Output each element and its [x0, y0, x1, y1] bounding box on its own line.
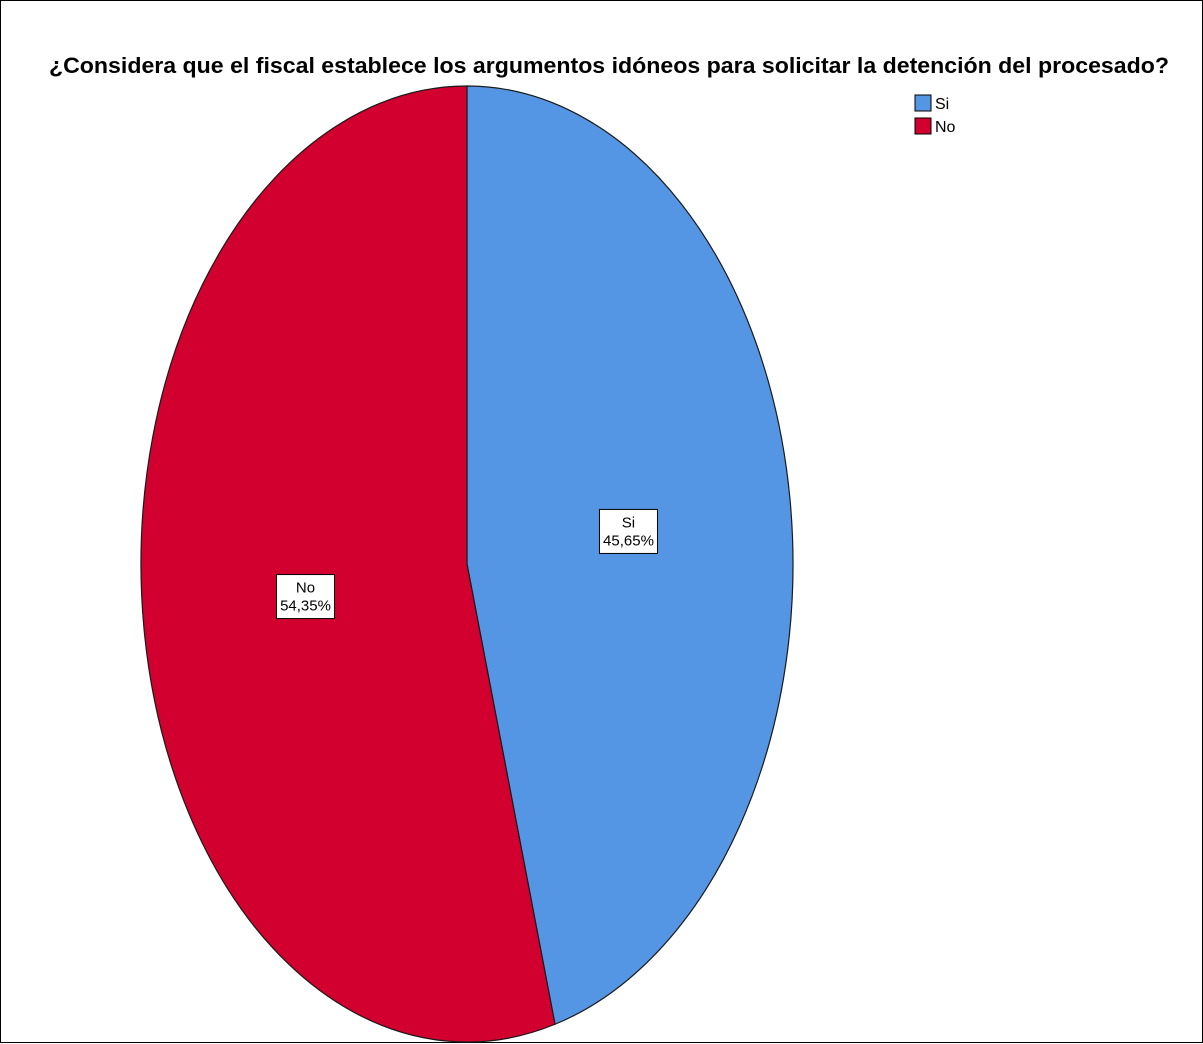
slice-label-percent: 45,65% [603, 532, 654, 549]
legend-item-si: Si [914, 94, 949, 113]
slice-label-name: Si [622, 514, 635, 531]
legend-swatch [914, 117, 932, 135]
legend-item-no: No [914, 117, 956, 136]
slice-label-box [276, 574, 336, 620]
slice-label-name: No [296, 580, 315, 597]
legend-label: No [935, 119, 956, 136]
slice-label-box [598, 508, 658, 554]
legend-label: Si [935, 96, 949, 113]
chart-title: ¿Considera que el fiscal establece los a… [49, 53, 1169, 78]
slice-label-percent: 54,35% [280, 598, 331, 615]
pie-slices [140, 85, 794, 1043]
pie-slice-si [466, 85, 794, 1026]
pie-slice-no [140, 85, 556, 1043]
legend-swatch [914, 94, 932, 112]
legend: Si No [914, 94, 956, 136]
